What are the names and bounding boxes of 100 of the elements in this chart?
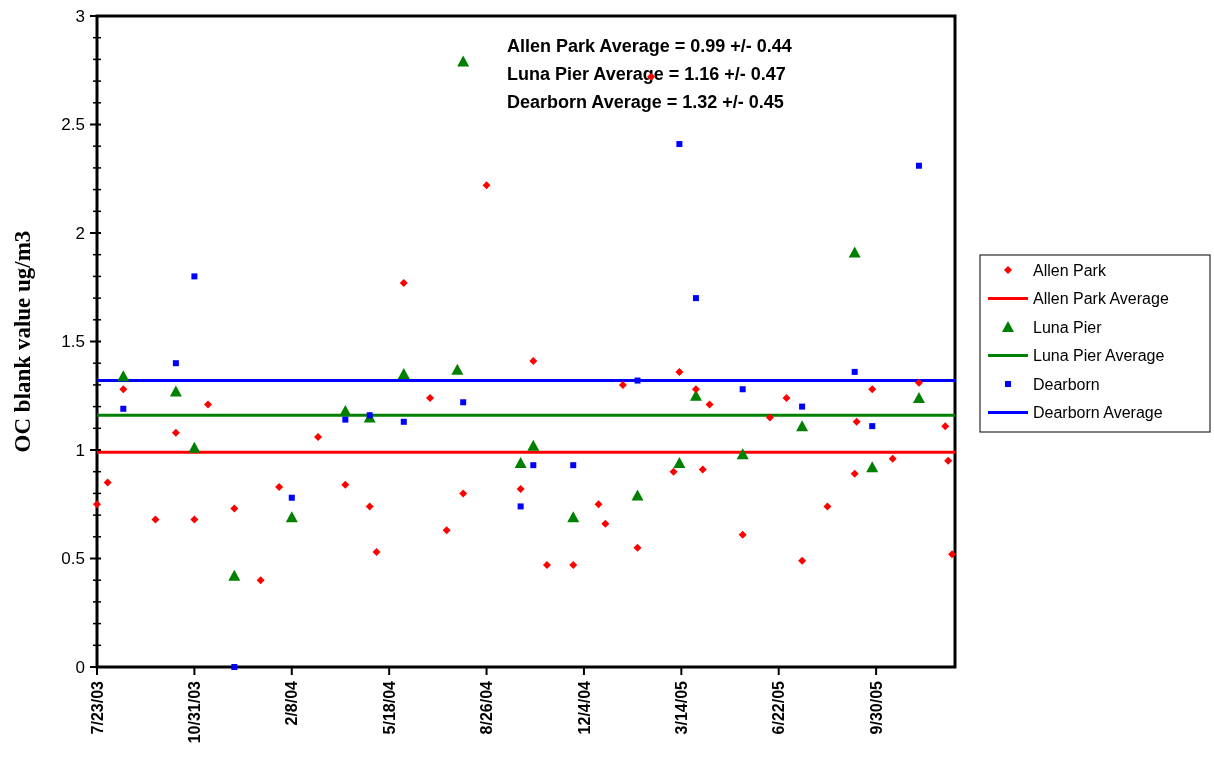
point [634, 377, 641, 384]
point [866, 461, 879, 473]
point [618, 380, 627, 389]
x-tick-label: 3/14/05 [672, 680, 690, 735]
point [169, 385, 182, 397]
point [231, 664, 238, 670]
y-axis-title: OC blank value ug/m3 [10, 230, 35, 453]
legend-label: Luna Pier Average [1033, 347, 1165, 365]
point [567, 511, 580, 523]
point [705, 400, 714, 409]
point [673, 457, 686, 469]
legend-label: Dearborn Average [1033, 404, 1163, 422]
point [601, 519, 610, 528]
legend-label: Luna Pier [1033, 318, 1103, 336]
point [103, 478, 112, 487]
point [460, 399, 467, 406]
point [698, 465, 707, 474]
point [941, 422, 950, 431]
point [850, 469, 859, 478]
x-tick-label: 2/8/04 [283, 680, 301, 726]
point [799, 403, 806, 410]
y-tick-label: 1 [75, 440, 85, 460]
point [851, 368, 858, 375]
point [738, 530, 747, 539]
point [633, 543, 642, 552]
point [868, 385, 877, 394]
point [739, 386, 746, 393]
point [914, 378, 923, 387]
point [888, 454, 897, 463]
point [117, 370, 130, 382]
point [204, 400, 213, 409]
legend-label: Dearborn [1033, 375, 1100, 393]
point [400, 418, 407, 425]
y-tick-label: 2.5 [61, 115, 85, 135]
annotation: Luna Pier Average = 1.16 +/- 0.47 [507, 64, 786, 84]
point [442, 526, 451, 535]
point [230, 504, 239, 513]
x-tick-label: 10/31/03 [185, 680, 203, 744]
point [171, 428, 180, 437]
point [594, 500, 603, 509]
point [120, 405, 127, 412]
point [459, 489, 468, 498]
point [517, 503, 524, 510]
point [692, 295, 699, 302]
point [869, 423, 876, 430]
annotation: Allen Park Average = 0.99 +/- 0.44 [507, 36, 792, 56]
x-tick-label: 5/18/04 [380, 680, 398, 735]
point [457, 55, 470, 67]
x-tick-label: 6/22/05 [770, 680, 788, 735]
point [514, 457, 527, 469]
point [915, 162, 922, 169]
point [691, 385, 700, 394]
point [256, 576, 265, 585]
point [823, 502, 832, 511]
point [570, 462, 577, 469]
point [675, 367, 684, 376]
point [676, 141, 683, 148]
x-tick-label: 7/23/03 [88, 680, 106, 735]
x-tick-label: 9/30/05 [867, 680, 885, 735]
legend-label: Allen Park [1033, 261, 1107, 279]
point [285, 511, 298, 523]
point [516, 485, 525, 494]
point [275, 482, 284, 491]
point [397, 368, 410, 380]
point [341, 480, 350, 489]
point [188, 441, 201, 453]
point [796, 420, 809, 432]
point [798, 556, 807, 565]
point [736, 448, 749, 460]
point [93, 500, 101, 509]
y-tick-label: 3 [75, 6, 85, 26]
point [191, 273, 198, 280]
point [631, 489, 644, 501]
point [342, 416, 349, 423]
point [669, 467, 678, 476]
point [848, 246, 861, 258]
point [314, 432, 323, 441]
point [529, 357, 538, 366]
point [530, 462, 537, 469]
point [426, 393, 435, 402]
y-tick-label: 0 [75, 657, 85, 677]
point [527, 439, 540, 451]
y-tick-label: 1.5 [61, 332, 85, 352]
point [172, 360, 179, 367]
y-tick-label: 2 [75, 223, 85, 243]
y-tick-label: 0.5 [61, 549, 85, 569]
x-tick-label: 12/4/04 [575, 680, 593, 735]
point [451, 363, 464, 375]
point [190, 515, 199, 524]
point [765, 413, 774, 422]
point [912, 391, 925, 403]
point [372, 547, 381, 556]
point [569, 561, 578, 570]
point [365, 502, 374, 511]
point [151, 515, 160, 524]
point [542, 561, 551, 570]
point [948, 550, 957, 559]
point [119, 385, 128, 394]
point [228, 569, 241, 581]
point [782, 393, 791, 402]
